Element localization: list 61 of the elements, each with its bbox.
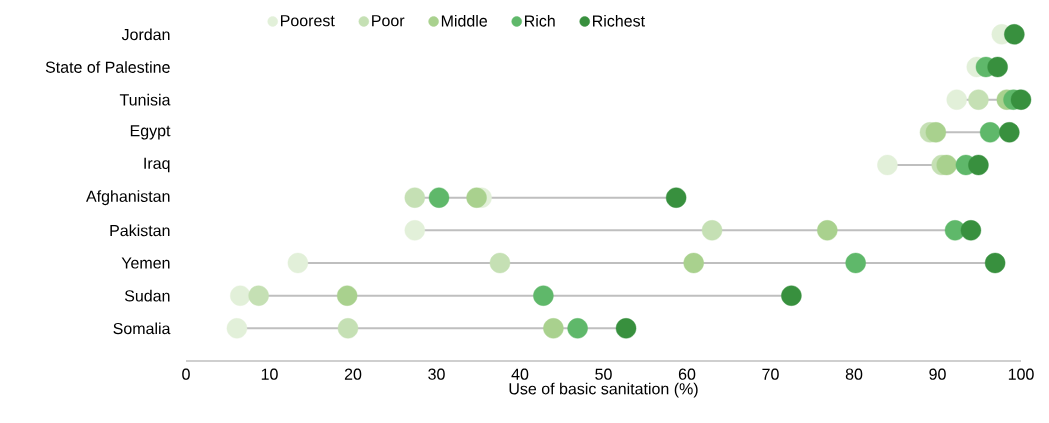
point xyxy=(999,122,1020,143)
point xyxy=(936,154,957,176)
point xyxy=(817,220,838,241)
point xyxy=(877,154,898,176)
y-tick-label: Pakistan xyxy=(110,224,170,237)
point xyxy=(336,285,358,306)
point xyxy=(428,187,450,208)
legend-label: Richest xyxy=(593,14,645,27)
x-tick-label: 100 xyxy=(1008,368,1034,380)
x-tick-label: 0 xyxy=(182,368,190,380)
legend-label: Poorest xyxy=(281,15,335,27)
point xyxy=(925,122,947,143)
y-tick-label: Somalia xyxy=(113,322,171,335)
y-tick-label: State of Palestine xyxy=(45,61,170,73)
y-tick-label: Afghanistan xyxy=(86,190,170,206)
point xyxy=(543,318,564,339)
x-tick-label: 60 xyxy=(678,368,696,380)
x-tick-label: 40 xyxy=(511,368,529,380)
point xyxy=(781,285,802,306)
point xyxy=(287,252,309,274)
x-tick-label: 70 xyxy=(762,368,779,380)
point xyxy=(979,122,1001,143)
point xyxy=(845,252,866,274)
point xyxy=(968,154,989,176)
point xyxy=(337,318,359,339)
point xyxy=(248,285,269,306)
point xyxy=(701,220,723,241)
legend-label: Rich xyxy=(525,14,555,27)
point xyxy=(533,285,554,306)
point xyxy=(665,187,687,208)
point xyxy=(683,252,704,274)
x-axis-title: Use of basic sanitation (%) xyxy=(509,382,698,398)
point xyxy=(567,318,588,339)
point xyxy=(404,187,425,208)
y-tick-label: Yemen xyxy=(121,257,170,269)
y-tick-label: Tunisia xyxy=(119,93,171,106)
point xyxy=(987,56,1008,78)
x-tick-label: 50 xyxy=(595,368,612,380)
point xyxy=(1004,24,1025,45)
y-tick-label: Egypt xyxy=(130,125,171,140)
x-tick-label: 80 xyxy=(845,368,863,380)
x-tick-label: 30 xyxy=(428,368,445,380)
x-tick-label: 90 xyxy=(929,368,946,380)
point xyxy=(466,187,487,208)
point xyxy=(615,318,637,339)
y-tick-label: Iraq xyxy=(144,157,170,173)
point xyxy=(960,220,982,241)
legend-label: Poor xyxy=(372,15,405,27)
point xyxy=(984,252,1006,274)
point xyxy=(404,220,425,241)
point xyxy=(968,89,989,110)
point xyxy=(489,252,511,274)
y-tick-label: Sudan xyxy=(124,289,170,302)
legend-label: Middle xyxy=(441,14,488,27)
y-tick-label: Jordan xyxy=(121,28,170,41)
point xyxy=(1010,89,1032,110)
x-tick-label: 20 xyxy=(344,368,362,380)
x-tick-label: 10 xyxy=(261,368,278,380)
point xyxy=(226,318,248,339)
point xyxy=(946,89,967,110)
point xyxy=(230,285,251,306)
